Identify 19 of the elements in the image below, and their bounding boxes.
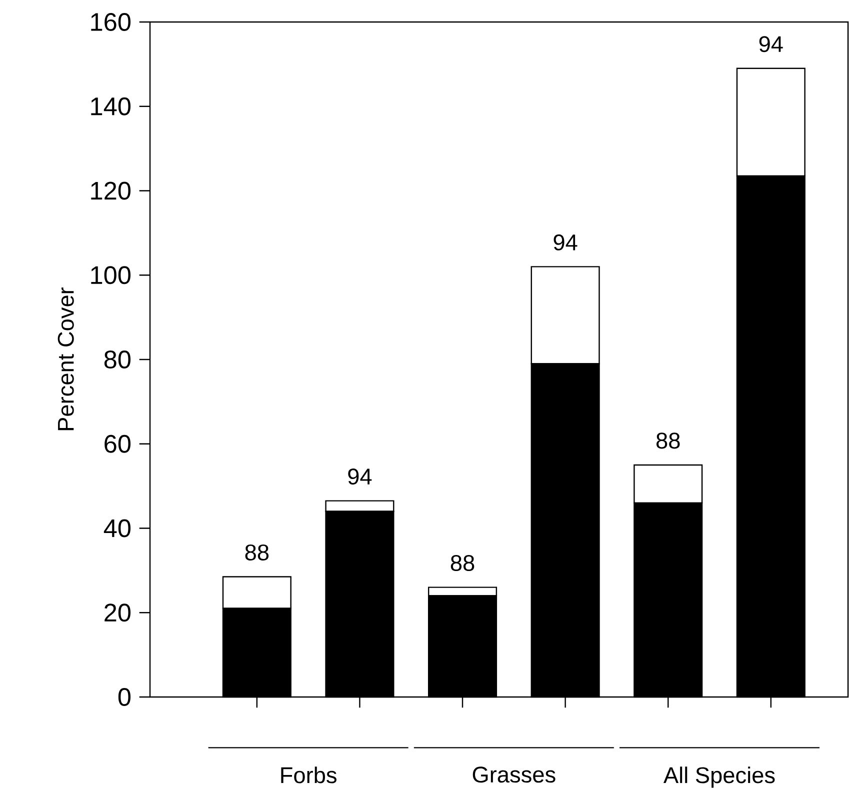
y-tick-label: 100 bbox=[91, 266, 131, 284]
y-tick-label: 0 bbox=[118, 688, 131, 706]
y-axis-title: Percent Cover bbox=[58, 287, 74, 430]
x-tick-label: 88 bbox=[245, 544, 269, 561]
text: Forbs bbox=[281, 766, 336, 784]
y-tick-label: 140 bbox=[91, 97, 131, 116]
x-tick-label: 94 bbox=[348, 468, 372, 485]
x-tick-label: 88 bbox=[656, 432, 680, 449]
y-tick-label: 60 bbox=[104, 434, 131, 453]
y-tick-label: 40 bbox=[104, 519, 131, 538]
y-tick-label: 80 bbox=[104, 350, 131, 368]
text: Grasses bbox=[472, 766, 556, 783]
y-tick-label: 120 bbox=[91, 182, 131, 200]
text: All Species bbox=[663, 766, 775, 788]
x-tick-label: 94 bbox=[554, 234, 578, 250]
y-tick-label: 20 bbox=[104, 604, 131, 622]
x-tick-label: 88 bbox=[450, 554, 474, 572]
y-tick-label: 160 bbox=[91, 13, 131, 31]
x-tick-label: 94 bbox=[759, 36, 783, 52]
